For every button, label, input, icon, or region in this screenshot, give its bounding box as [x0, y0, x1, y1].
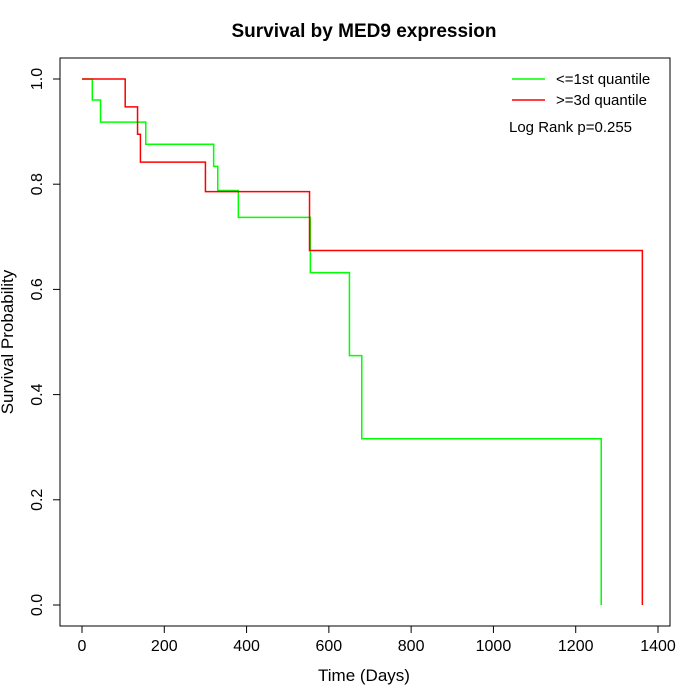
y-tick-label: 0.4 [29, 383, 46, 405]
x-tick-label: 200 [151, 638, 178, 655]
y-axis: 0.0 0.2 0.4 0.6 0.8 1.0 [29, 68, 61, 616]
y-tick-label: 1.0 [29, 68, 46, 90]
y-tick-label: 0.2 [29, 489, 46, 511]
x-tick-label: 1000 [476, 638, 512, 655]
x-tick-label: 800 [398, 638, 425, 655]
series-line-2 [82, 78, 644, 605]
x-tick-label: 1400 [640, 638, 676, 655]
series-layer [82, 78, 644, 605]
plot-frame [59, 57, 671, 627]
x-tick-label: 0 [78, 638, 87, 655]
y-tick-label: 0.6 [29, 278, 46, 300]
x-axis-label: Time (Days) [318, 666, 410, 685]
x-tick-label: 600 [316, 638, 343, 655]
y-tick-label: 0.8 [29, 173, 46, 195]
x-tick-label: 1200 [558, 638, 594, 655]
x-axis: 0 200 400 600 800 1000 1200 1400 [78, 625, 676, 655]
y-axis-label: Survival Probability [0, 269, 17, 414]
chart-title: Survival by MED9 expression [231, 21, 496, 42]
series-line-1 [82, 78, 602, 605]
legend-label: <=1st quantile [556, 71, 650, 88]
log-rank-annotation: Log Rank p=0.255 [509, 119, 632, 136]
legend: <=1st quantile >=3d quantile [512, 71, 650, 109]
legend-label: >=3d quantile [556, 92, 647, 109]
y-tick-label: 0.0 [29, 594, 46, 616]
x-tick-label: 400 [233, 638, 260, 655]
